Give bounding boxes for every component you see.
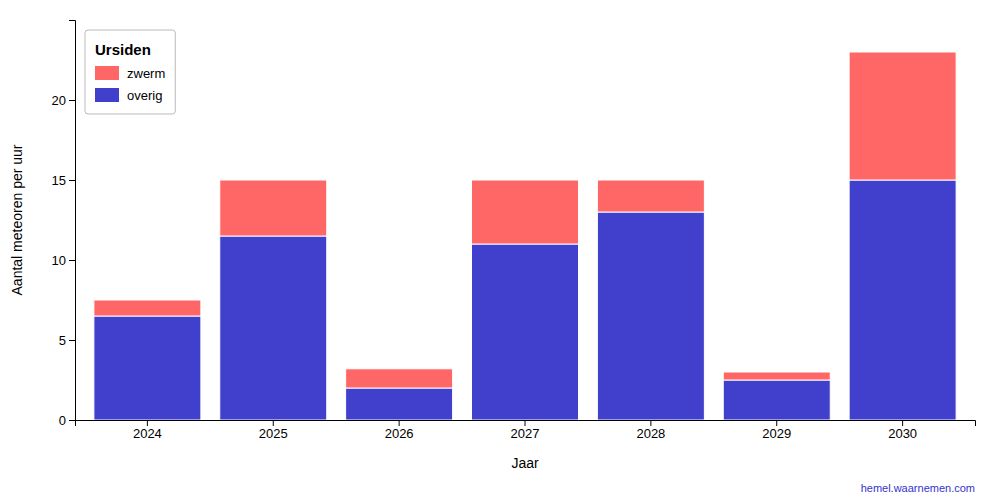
bar	[597, 180, 704, 212]
chart: 2024 2025 2026 2027 2028 2029 2030 0 5 10 15 20 Ursi…	[0, 0, 1000, 500]
legend-item: overig	[95, 88, 162, 103]
bar	[849, 180, 956, 420]
tick-mark	[69, 100, 75, 101]
plot: 2024 2025 2026 2027 2028 2029 2030 0 5 10 15 20 Ursi…	[52, 21, 976, 442]
tick-mark	[69, 420, 75, 421]
tick: 2025	[259, 420, 288, 441]
tick-mark	[399, 420, 400, 426]
bar	[597, 212, 704, 420]
tick-mark	[525, 420, 526, 426]
tick: 5	[59, 333, 75, 348]
tick-mark	[902, 420, 903, 426]
legend-label: zwerm	[127, 66, 165, 81]
tick-label: 2025	[259, 426, 288, 441]
bar	[220, 180, 327, 236]
bar	[849, 52, 956, 180]
bar	[220, 236, 327, 420]
tick-label: 20	[52, 93, 66, 108]
legend-box	[85, 30, 175, 114]
tick-mark	[69, 260, 75, 261]
tick-label: 2030	[888, 426, 917, 441]
tick: 2028	[636, 420, 665, 441]
legend: Ursiden zwerm overig	[85, 30, 175, 114]
bar	[94, 300, 201, 316]
legend-swatch	[95, 66, 119, 80]
annotation: hemel.waarnemen.com	[861, 482, 975, 494]
tick: 2027	[511, 420, 540, 441]
tick: 2026	[385, 420, 414, 441]
bar	[472, 244, 579, 420]
bar-series	[94, 52, 956, 388]
bar	[723, 372, 830, 380]
tick: 0	[59, 413, 75, 428]
tick: 2024	[133, 420, 162, 441]
tick-label: 15	[52, 173, 66, 188]
tick-mark	[650, 420, 651, 426]
tick-label: 2024	[133, 426, 162, 441]
tick-mark	[776, 420, 777, 426]
tick-label: 2026	[385, 426, 414, 441]
x-axis: 2024 2025 2026 2027 2028 2029 2030	[76, 420, 976, 441]
y-axis: 0 5 10 15 20	[52, 21, 76, 428]
bars	[94, 52, 956, 420]
tick: 2029	[762, 420, 791, 441]
axis-line	[76, 421, 976, 427]
y-axis-title: Aantal meteoren per uur	[9, 144, 25, 295]
legend-title: Ursiden	[95, 41, 151, 58]
x-axis-title: Jaar	[511, 455, 539, 471]
legend-swatch	[95, 88, 119, 102]
legend-label: overig	[127, 88, 162, 103]
axis-line	[69, 21, 76, 421]
tick-mark	[69, 180, 75, 181]
legend-item: zwerm	[95, 66, 165, 81]
tick-label: 2027	[511, 426, 540, 441]
tick-mark	[147, 420, 148, 426]
tick-label: 10	[52, 253, 66, 268]
tick: 20	[52, 93, 75, 108]
tick-label: 0	[59, 413, 66, 428]
tick: 15	[52, 173, 75, 188]
tick-label: 5	[59, 333, 66, 348]
bar	[94, 316, 201, 420]
bar	[723, 380, 830, 420]
tick-mark	[69, 340, 75, 341]
bar	[346, 369, 453, 388]
bar-series	[94, 180, 956, 420]
bar	[472, 180, 579, 244]
tick-label: 2028	[636, 426, 665, 441]
tick-mark	[273, 420, 274, 426]
tick: 10	[52, 253, 75, 268]
tick-label: 2029	[762, 426, 791, 441]
tick: 2030	[888, 420, 917, 441]
bar	[346, 388, 453, 420]
